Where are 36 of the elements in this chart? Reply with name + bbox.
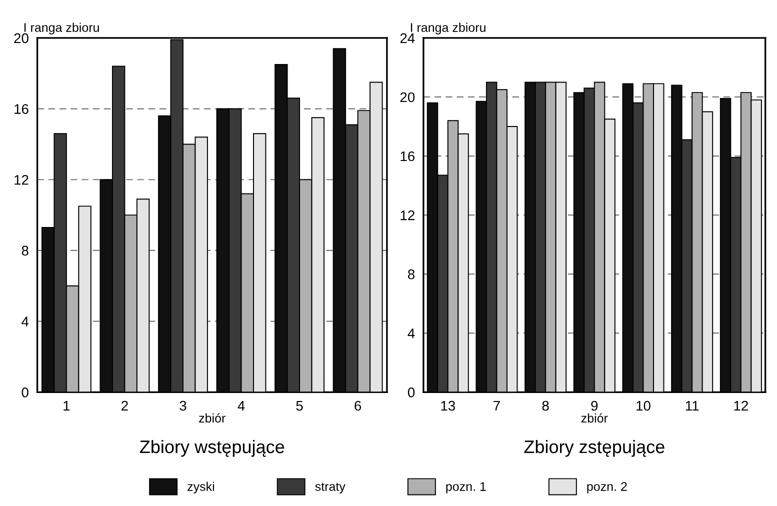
text: Zbiory zstępujące xyxy=(524,440,664,457)
x-tick-label: 4 xyxy=(238,400,245,411)
legend-label: zyski xyxy=(188,482,214,494)
x-tick-label: 12 xyxy=(734,400,748,411)
text: Zbiory wstępujące xyxy=(140,440,284,457)
x-tick-label: 10 xyxy=(636,400,650,411)
legend-label: pozn. 1 xyxy=(446,482,486,494)
x-tick-label: 9 xyxy=(591,400,598,411)
y-tick-label: 16 xyxy=(400,151,415,162)
y-axis-title: I ranga zbioru xyxy=(24,22,99,34)
x-tick-label: 11 xyxy=(686,400,699,411)
y-tick-label: 4 xyxy=(22,316,29,326)
y-tick-label: 4 xyxy=(408,328,415,338)
x-tick-label: 3 xyxy=(180,400,186,411)
legend-label: pozn. 2 xyxy=(587,482,627,494)
y-tick-label: 12 xyxy=(14,174,28,185)
y-tick-label: 8 xyxy=(22,246,28,256)
x-tick-label: 8 xyxy=(542,400,549,411)
y-tick-label: 16 xyxy=(14,104,28,114)
y-tick-label: 20 xyxy=(400,92,415,102)
y-tick-label: 0 xyxy=(22,387,28,398)
y-axis-title: I ranga zbioru xyxy=(410,22,486,34)
x-tick-label: 7 xyxy=(494,400,500,411)
y-tick-label: 8 xyxy=(408,269,415,280)
y-tick-label: 12 xyxy=(400,210,414,220)
x-tick-label: 5 xyxy=(296,400,303,411)
x-tick-label: 2 xyxy=(122,400,128,411)
y-tick-label: 20 xyxy=(14,33,28,44)
y-tick-label: 24 xyxy=(400,33,415,43)
legend-label: straty xyxy=(315,482,346,494)
x-tick-label: 13 xyxy=(441,400,455,411)
x-tick-label: 1 xyxy=(64,400,70,411)
y-tick-label: 0 xyxy=(408,387,415,398)
x-axis-title: zbiór xyxy=(199,413,226,423)
x-axis-title: zbiór xyxy=(581,413,608,423)
x-tick-label: 6 xyxy=(354,400,362,411)
